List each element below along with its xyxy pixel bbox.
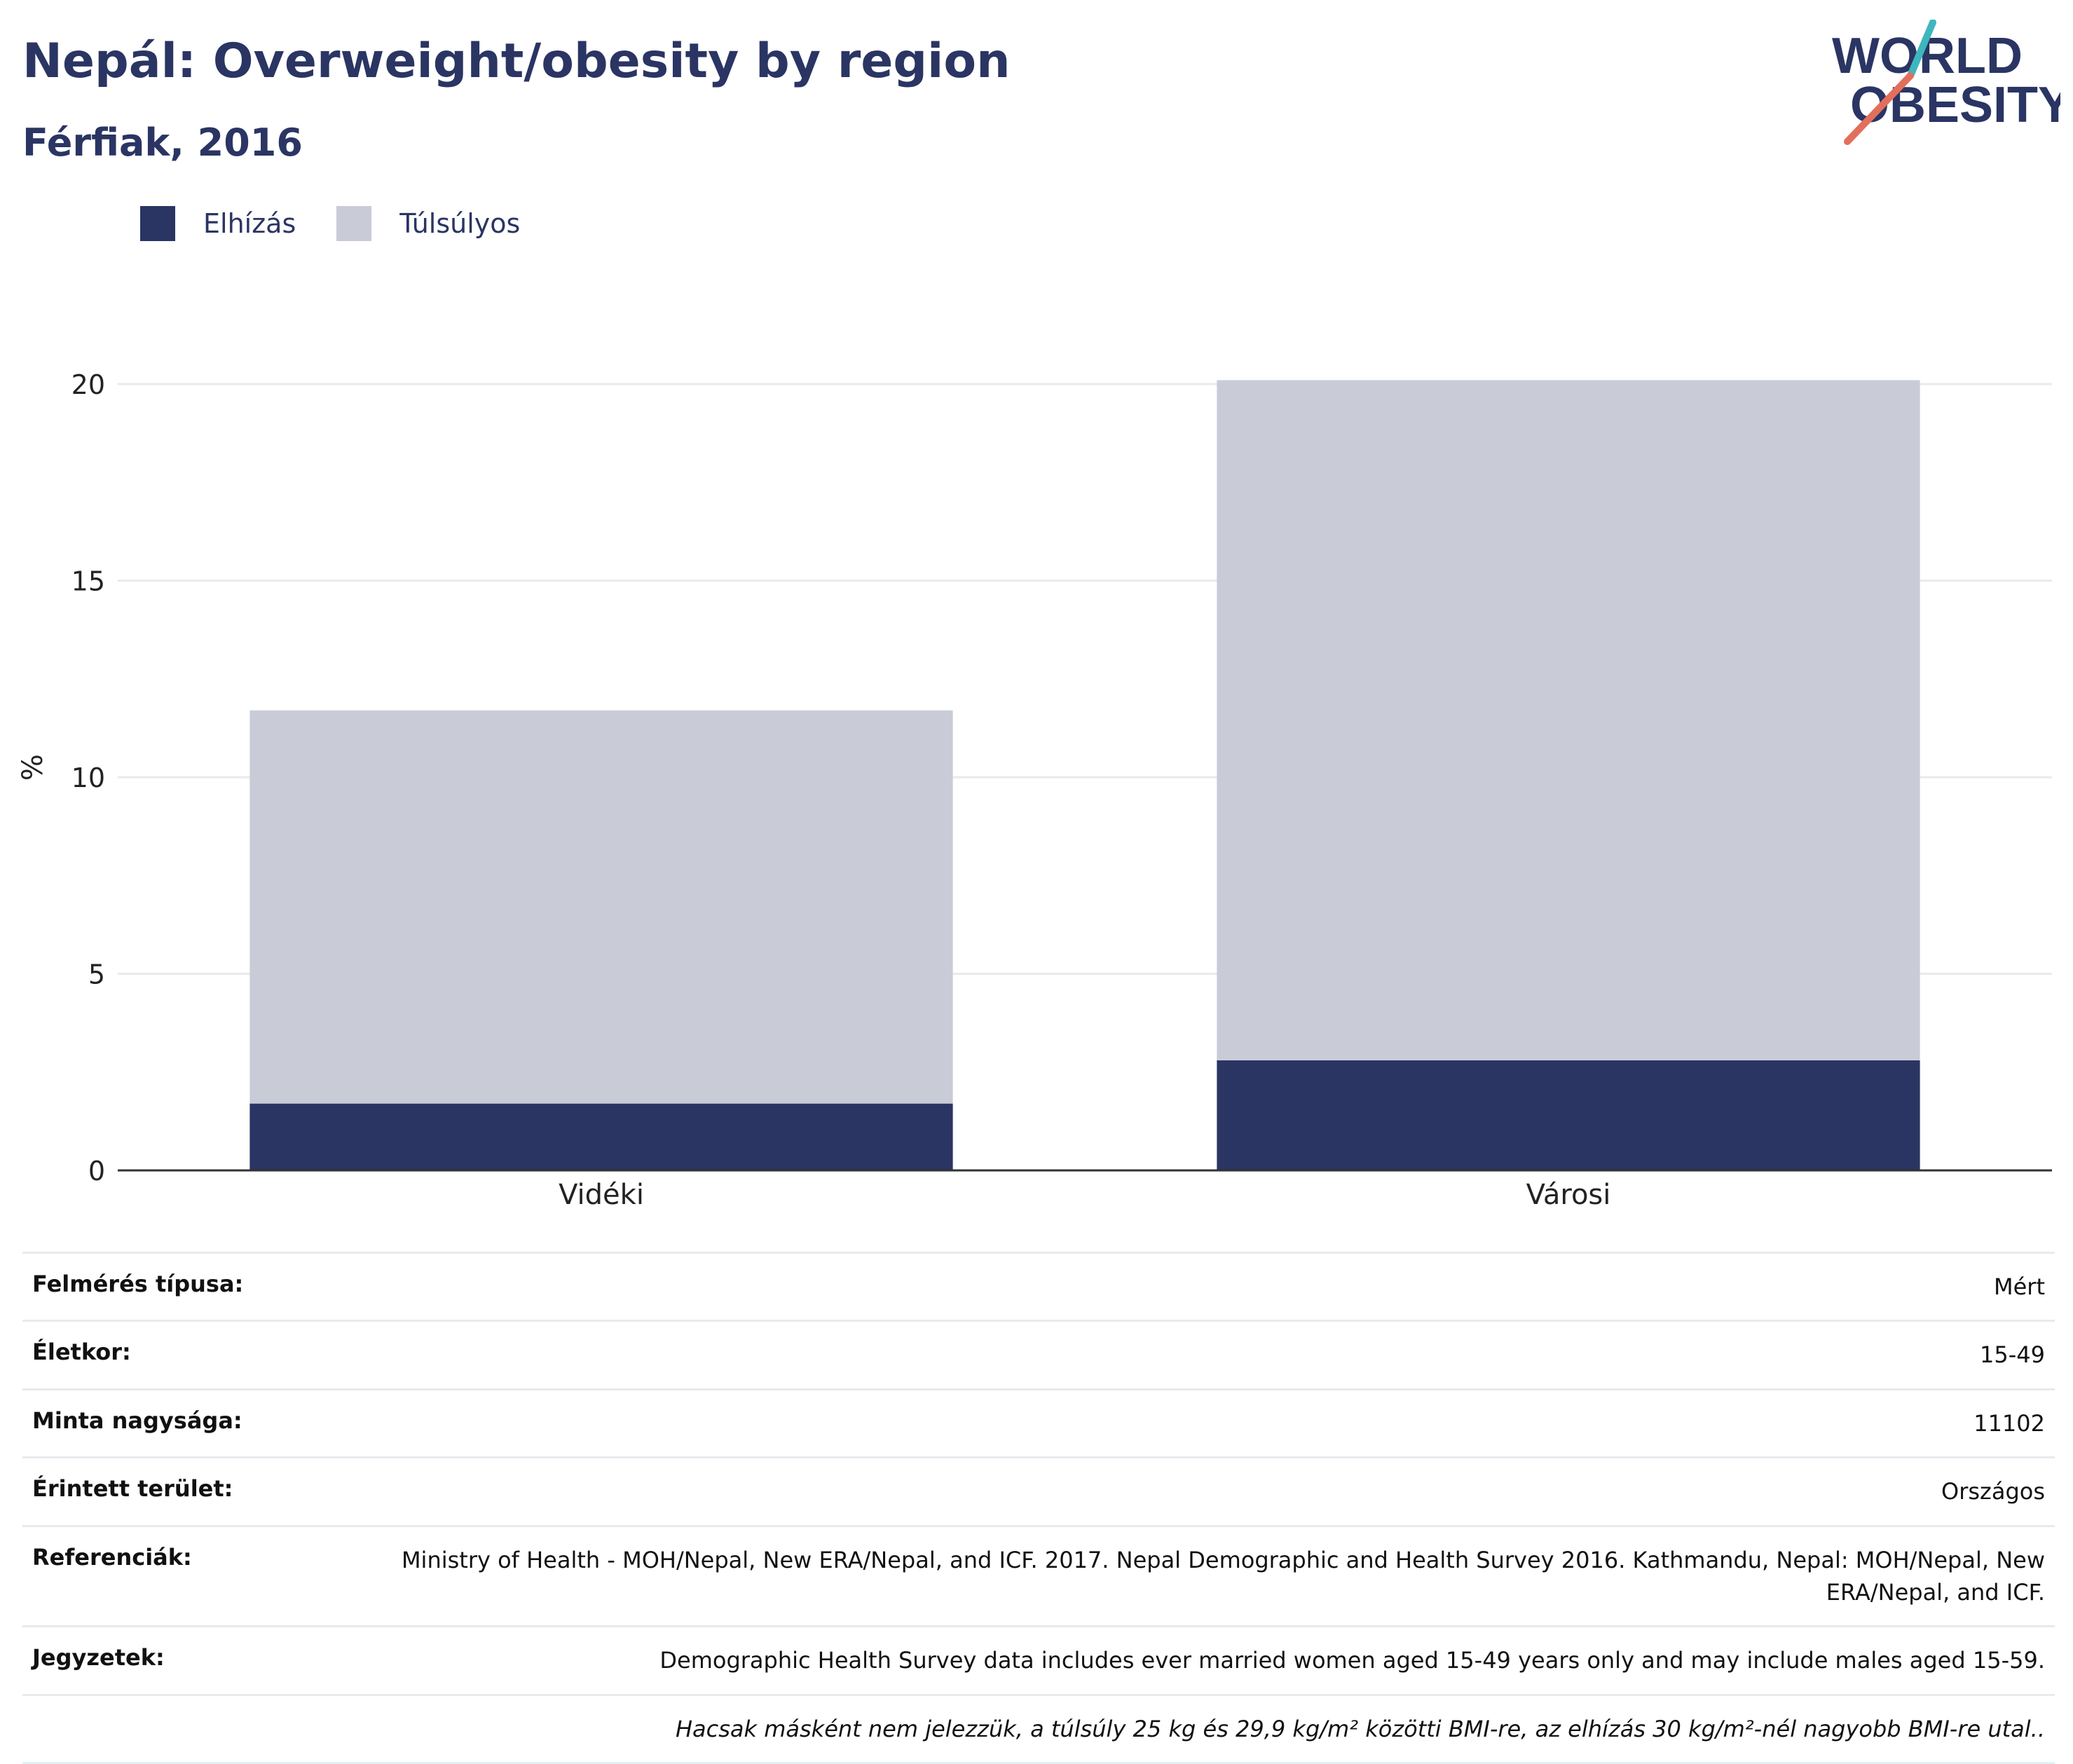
logo-slash-red: [1844, 72, 1914, 145]
bmi-definition-note: Hacsak másként nem jelezzük, a túlsúly 2…: [336, 1693, 2055, 1764]
table-row: Minta nagysága: 11102: [22, 1388, 2055, 1458]
y-tick-label: 10: [71, 763, 105, 793]
chart-title: Nepál: Overweight/obesity by region: [22, 34, 1011, 89]
table-row: Felmérés típusa: Mért: [22, 1251, 2055, 1321]
info-key: Életkor:: [22, 1320, 336, 1390]
info-value: Mért: [336, 1251, 2055, 1321]
info-value: Országos: [336, 1456, 2055, 1526]
legend-item-overweight[interactable]: Túlsúlyos: [336, 206, 520, 241]
bar-chart: 0 5 10 15 20% Vidéki Városi: [17, 369, 2052, 1205]
info-key: Érintett terület:: [22, 1456, 336, 1526]
info-value: 11102: [336, 1388, 2055, 1458]
table-row: Életkor: 15-49: [22, 1320, 2055, 1390]
info-key: Felmérés típusa:: [22, 1251, 336, 1321]
chart-subtitle: Férfiak, 2016: [22, 121, 303, 165]
logo-slash-teal: [1907, 20, 1936, 79]
info-key: Referenciák:: [22, 1524, 336, 1627]
world-obesity-logo: WORLD OBESITY: [1832, 20, 2060, 145]
info-key: Jegyzetek:: [22, 1625, 336, 1695]
bar-obesity: [249, 1103, 953, 1170]
info-value: 15-49: [336, 1320, 2055, 1390]
table-row: Referenciák: Ministry of Health - MOH/Ne…: [22, 1524, 2055, 1627]
legend-swatch-overweight: [336, 206, 372, 241]
bar-overweight: [1217, 380, 1920, 1060]
legend-item-obesity[interactable]: Elhízás: [140, 206, 296, 241]
table-row: Hacsak másként nem jelezzük, a túlsúly 2…: [22, 1693, 2055, 1764]
x-tick-label: Városi: [1526, 1179, 1611, 1205]
x-tick-label: Vidéki: [559, 1179, 644, 1205]
legend-label-obesity: Elhízás: [203, 208, 296, 239]
y-tick-label: 0: [88, 1156, 105, 1187]
chart-legend: Elhízás Túlsúlyos: [140, 206, 561, 241]
legend-label-overweight: Túlsúlyos: [399, 208, 521, 239]
y-tick-label: 5: [88, 959, 105, 990]
survey-info-table: Felmérés típusa: Mért Életkor: 15-49 Min…: [22, 1251, 2055, 1764]
y-tick-label: 20: [71, 369, 105, 400]
info-value: Demographic Health Survey data includes …: [336, 1625, 2055, 1695]
bar-overweight: [249, 710, 953, 1104]
y-tick-label: 15: [71, 566, 105, 597]
table-row: Érintett terület: Országos: [22, 1456, 2055, 1526]
info-key: Minta nagysága:: [22, 1388, 336, 1458]
info-key-empty: [22, 1693, 336, 1764]
bar-obesity: [1217, 1060, 1920, 1170]
legend-swatch-obesity: [140, 206, 175, 241]
info-value: Ministry of Health - MOH/Nepal, New ERA/…: [336, 1524, 2055, 1627]
y-axis-title: %: [17, 754, 49, 781]
table-row: Jegyzetek: Demographic Health Survey dat…: [22, 1625, 2055, 1695]
